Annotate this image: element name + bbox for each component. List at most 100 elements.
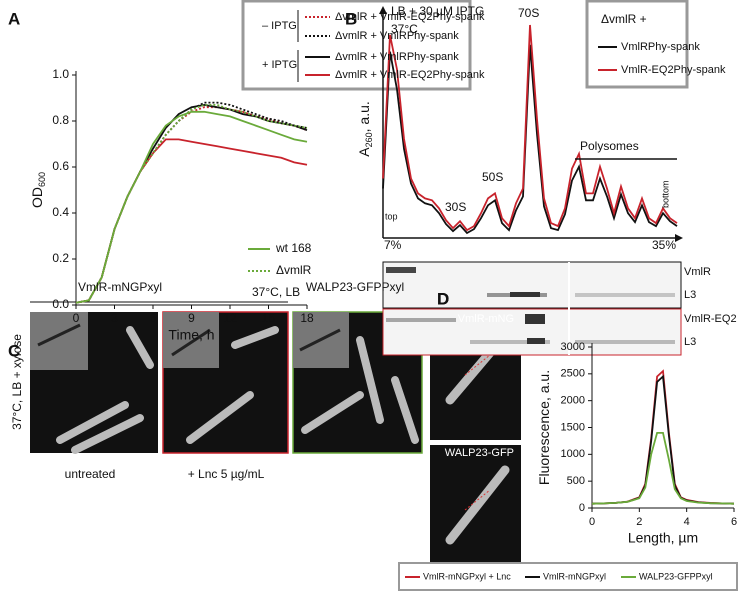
legend-label: VmlR-mNGPxyl — [543, 571, 606, 581]
y-tick-label: 0.6 — [52, 159, 69, 173]
annotation: bottom — [660, 180, 670, 208]
annotation: 37°C — [391, 22, 418, 36]
annotation: 7% — [384, 238, 402, 252]
x-tick-label: 0 — [73, 311, 80, 325]
x-tick-label: 18 — [300, 311, 314, 325]
phase-inset — [163, 312, 219, 368]
blot-label: L3 — [684, 336, 696, 348]
series-line — [75, 138, 308, 304]
y-axis-label-part: 600 — [37, 172, 47, 187]
blot — [382, 261, 682, 309]
axis-arrow — [675, 234, 683, 242]
legend-title: ΔvmlR + — [601, 12, 647, 26]
x-tick-label: 3 — [111, 311, 118, 325]
blot-label: L3 — [684, 289, 696, 301]
x-axis-label: Length, µm — [628, 530, 698, 546]
annotation: top — [385, 211, 398, 221]
inset-cells — [37, 323, 341, 357]
panel-label: C — [8, 341, 20, 360]
series-line — [75, 110, 308, 304]
series-line — [75, 106, 308, 304]
y-tick-label: 1000 — [561, 448, 585, 460]
annotation: 50S — [482, 170, 503, 184]
x-tick-label: 4 — [684, 516, 690, 528]
caption: + Lnc 5 µg/mL — [188, 467, 265, 481]
y-axis-label: OD600 — [29, 172, 48, 208]
legend-label: ΔvmlR + VmlRPhy-spank — [335, 51, 459, 63]
x-tick-label: 15 — [262, 311, 276, 325]
y-axis-label: A260, a.u. — [356, 101, 375, 157]
y-tick-label: 2500 — [561, 368, 585, 380]
legend-label: VmlR-EQ2Phy-spank — [621, 64, 726, 76]
series-line — [591, 374, 735, 505]
panel-label: B — [345, 9, 357, 28]
x-axis-label: Time, h — [168, 327, 214, 343]
y-tick-label: 0.2 — [52, 251, 69, 265]
panel-title: WALP23-GFPPxyl — [306, 280, 404, 294]
phase-inset — [30, 312, 88, 370]
series-line — [591, 432, 735, 505]
legend-label: wt 168 — [275, 241, 312, 255]
annotation: 37°C, LB — [252, 285, 300, 299]
panel-label: D — [437, 289, 449, 308]
y-axis-label-part: A — [356, 147, 372, 157]
bands — [386, 267, 675, 344]
y-tick-label: 0.0 — [52, 297, 69, 311]
side-label: 37°C, LB + xylose — [10, 334, 24, 430]
legend-label: VmlR-mNGPxyl + Lnc — [423, 571, 511, 581]
annotation: LB + 30 µM IPTG — [391, 4, 484, 18]
annotation: Polysomes — [580, 139, 639, 153]
series-line — [75, 104, 308, 304]
annotation: 35% — [652, 238, 676, 252]
micrographs — [30, 301, 521, 573]
y-tick-label: 2000 — [561, 395, 585, 407]
image-label: WALP23-GFP — [445, 447, 514, 459]
y-tick-label: 1.0 — [52, 67, 69, 81]
panel-label: D — [437, 289, 449, 308]
x-tick-label: 2 — [636, 516, 642, 528]
legend-label: ΔvmlR + VmlRPhy-spank — [335, 30, 459, 42]
y-tick-label: 3000 — [561, 341, 585, 353]
y-axis-label-part: , a.u. — [356, 101, 372, 132]
annotation: 30S — [445, 200, 466, 214]
panel-title: VmlR-mNGPxyl — [78, 280, 162, 294]
x-tick-label: 6 — [731, 516, 737, 528]
series-line — [75, 101, 308, 304]
x-tick-label: 9 — [188, 311, 195, 325]
y-tick-label: 0 — [579, 502, 585, 514]
blots — [382, 261, 682, 356]
axis-arrow — [379, 6, 387, 14]
legend-box — [585, 0, 689, 89]
y-tick-label: 500 — [567, 475, 585, 487]
legend-label: ΔvmlR — [276, 263, 312, 277]
line-scan — [464, 354, 491, 511]
legend-label: WALP23-GFPPxyl — [639, 571, 713, 581]
legend-label: ΔvmlR + VmlR-EQ2Phy-spank — [335, 11, 485, 23]
x-tick-label: 12 — [223, 311, 237, 325]
legend-box — [398, 562, 738, 591]
series-line — [75, 103, 308, 304]
legend-group: – IPTG — [262, 20, 297, 32]
y-tick-label: 0.8 — [52, 113, 69, 127]
y-tick-label: 0.4 — [52, 205, 69, 219]
x-tick-label: 6 — [150, 311, 157, 325]
blot-label: VmlR — [684, 266, 711, 278]
y-axis-label: Fluorescence, a.u. — [536, 370, 552, 485]
cells — [56, 326, 419, 454]
legend-box — [241, 0, 472, 91]
y-tick-label: 1500 — [561, 421, 585, 433]
image-label: VmlR-mNG — [458, 313, 514, 325]
legend-label: VmlRPhy-spank — [621, 41, 700, 53]
annotation: 70S — [518, 6, 539, 20]
x-tick-label: 0 — [589, 516, 595, 528]
y-axis-label-part: 260 — [364, 132, 374, 147]
legend-group: + IPTG — [262, 59, 297, 71]
y-axis-label-part: OD — [29, 187, 45, 208]
caption: untreated — [65, 467, 116, 481]
blot-label: VmlR-EQ2 — [684, 313, 737, 325]
series-line — [591, 369, 735, 505]
series-line — [382, 24, 678, 232]
panel-label: A — [8, 9, 20, 28]
y-axis-label-part: Fluorescence, a.u. — [536, 370, 552, 485]
